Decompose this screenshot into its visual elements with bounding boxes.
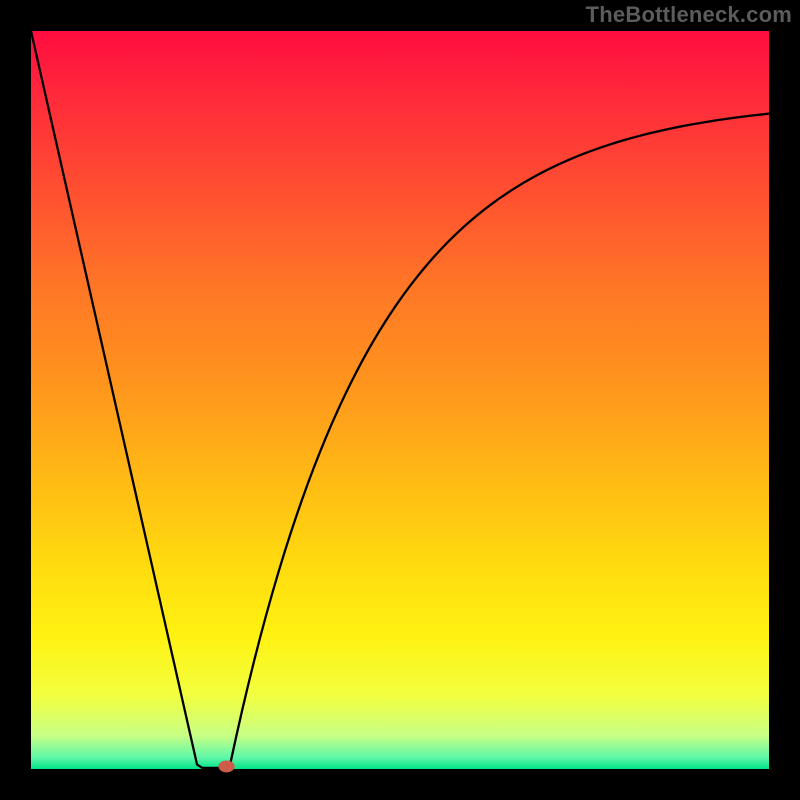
bottleneck-chart <box>0 0 800 800</box>
chart-container: TheBottleneck.com <box>0 0 800 800</box>
watermark-text: TheBottleneck.com <box>586 2 792 28</box>
plot-area <box>31 31 769 769</box>
optimal-point-marker <box>218 761 234 773</box>
